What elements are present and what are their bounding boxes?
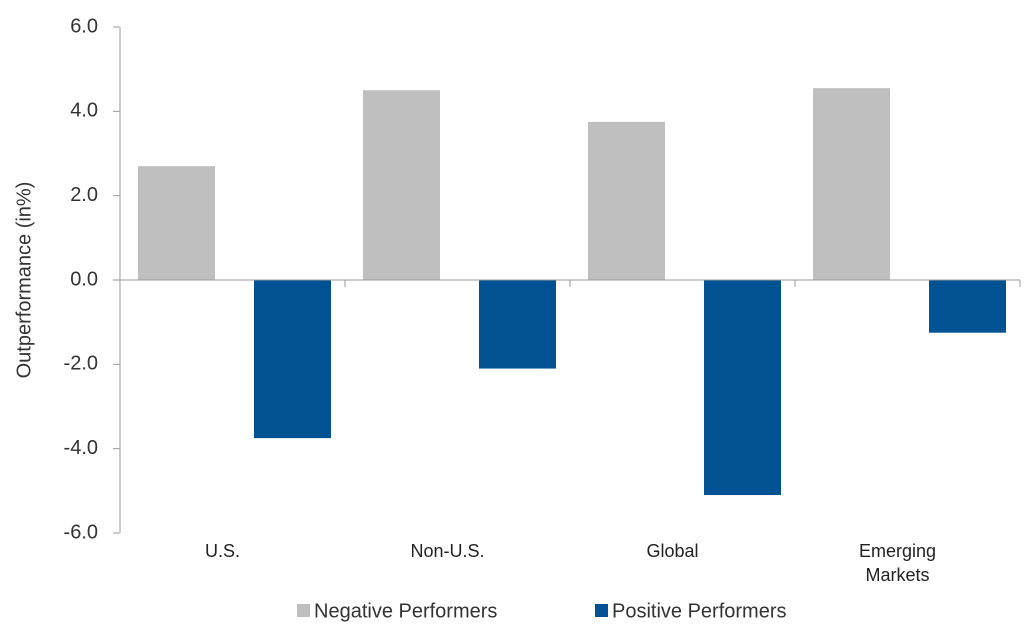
legend-label: Positive Performers <box>612 600 787 622</box>
x-tick-label: Emerging Markets <box>859 541 936 585</box>
y-tick-label: -6.0 <box>64 521 98 543</box>
legend-swatch <box>297 604 310 617</box>
x-tick-label: Non-U.S. <box>410 541 484 561</box>
bar <box>588 121 665 280</box>
bar <box>363 90 440 280</box>
y-tick-label: -2.0 <box>64 353 98 375</box>
y-tick-label: 0.0 <box>70 268 98 290</box>
y-tick-label: -4.0 <box>64 437 98 459</box>
y-tick-label: 2.0 <box>70 184 98 206</box>
bar <box>479 280 556 369</box>
legend-label: Negative Performers <box>314 600 497 622</box>
bar <box>704 280 781 496</box>
bar <box>929 280 1006 333</box>
y-axis-label: Outperformance (in%) <box>13 182 35 379</box>
legend-swatch <box>595 604 608 617</box>
x-tick-label: U.S. <box>205 541 240 561</box>
y-tick-label: 6.0 <box>70 15 98 37</box>
bar <box>813 88 890 281</box>
y-tick-label: 4.0 <box>70 100 98 122</box>
bar <box>254 280 331 439</box>
x-tick-label: Global <box>646 541 698 561</box>
bar <box>138 166 215 280</box>
